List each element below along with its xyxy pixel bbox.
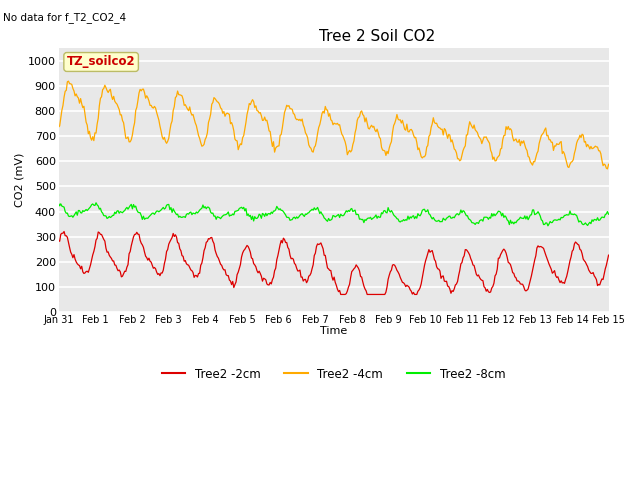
X-axis label: Time: Time xyxy=(320,326,347,336)
Legend: Tree2 -2cm, Tree2 -4cm, Tree2 -8cm: Tree2 -2cm, Tree2 -4cm, Tree2 -8cm xyxy=(157,363,510,385)
Text: No data for f_T2_CO2_4: No data for f_T2_CO2_4 xyxy=(3,12,126,23)
Text: TZ_soilco2: TZ_soilco2 xyxy=(67,56,136,69)
Y-axis label: CO2 (mV): CO2 (mV) xyxy=(15,153,25,207)
Title: Tree 2 Soil CO2: Tree 2 Soil CO2 xyxy=(319,29,436,44)
